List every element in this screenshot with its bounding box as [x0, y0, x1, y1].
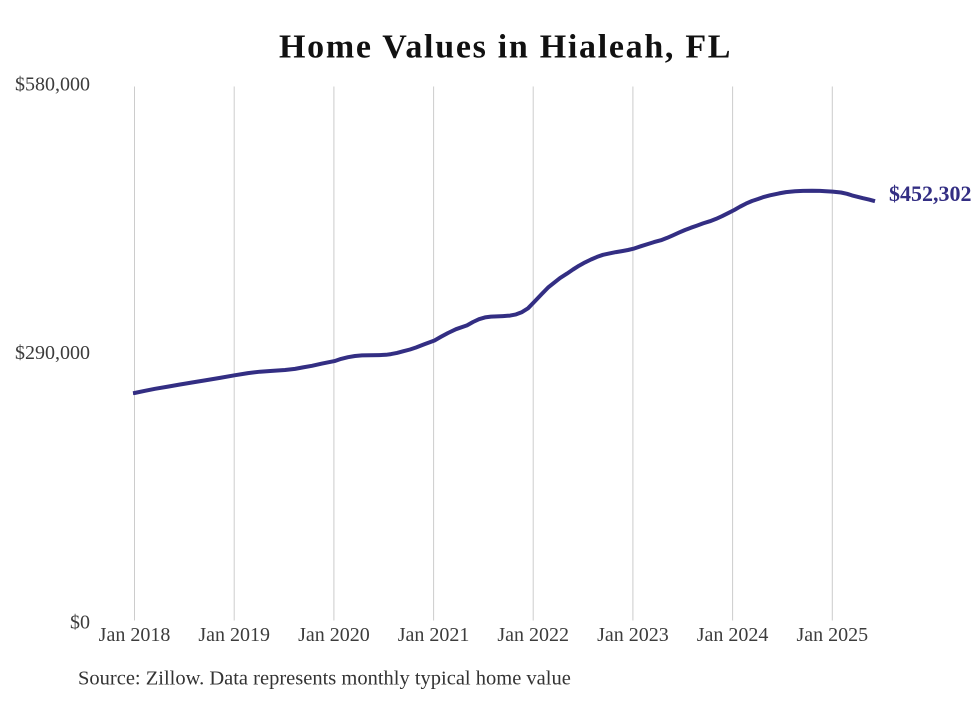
svg-text:Jan 2024: Jan 2024 — [697, 624, 769, 646]
svg-text:$0: $0 — [70, 611, 90, 633]
svg-text:Jan 2021: Jan 2021 — [398, 624, 470, 646]
svg-text:$290,000: $290,000 — [15, 342, 90, 364]
svg-text:Jan 2020: Jan 2020 — [298, 624, 370, 646]
svg-text:$580,000: $580,000 — [15, 74, 90, 96]
svg-text:Jan 2023: Jan 2023 — [597, 624, 669, 646]
svg-text:Jan 2019: Jan 2019 — [198, 624, 270, 646]
svg-text:Jan 2018: Jan 2018 — [99, 624, 171, 646]
svg-text:Jan 2022: Jan 2022 — [497, 624, 569, 646]
svg-text:Source: Zillow. Data represent: Source: Zillow. Data represents monthly … — [78, 668, 571, 690]
svg-text:Jan 2025: Jan 2025 — [796, 624, 868, 646]
svg-text:$452,302: $452,302 — [889, 181, 972, 206]
svg-text:Home Values in Hialeah, FL: Home Values in Hialeah, FL — [279, 29, 732, 66]
